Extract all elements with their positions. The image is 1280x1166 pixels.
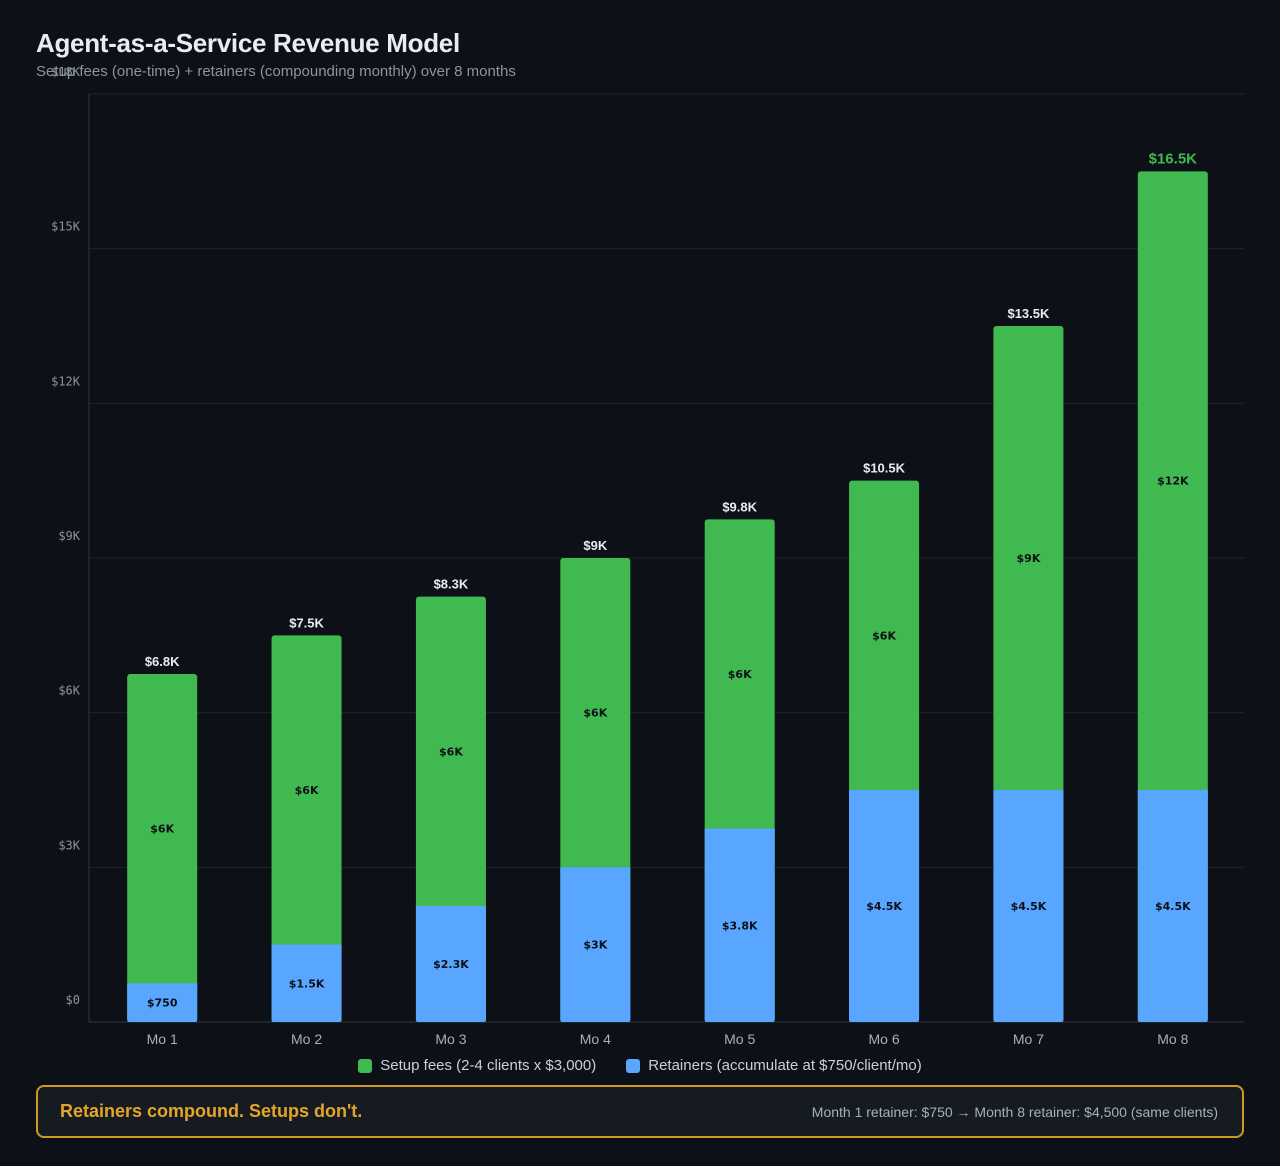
x-tick-label: Mo 1	[147, 1031, 178, 1047]
chart-subtitle: Setup fees (one-time) + retainers (compo…	[36, 63, 516, 80]
segment-label-retainer: $1.5K	[289, 977, 325, 990]
legend-item-retainers: Retainers (accumulate at $750/client/mo)	[626, 1057, 922, 1074]
segment-label-retainer: $3K	[583, 939, 607, 952]
x-tick-label: Mo 7	[1013, 1031, 1044, 1047]
segment-label-setup: $6K	[150, 823, 174, 836]
total-label: $6.8K	[145, 654, 180, 669]
segment-label-setup: $6K	[872, 629, 896, 642]
bar-retainers-edge	[993, 790, 1064, 794]
chart-legend: Setup fees (2-4 clients x $3,000) Retain…	[0, 1057, 1280, 1074]
total-label: $10.5K	[863, 461, 906, 476]
x-tick-label: Mo 2	[291, 1031, 322, 1047]
x-tick-label: Mo 8	[1157, 1031, 1188, 1047]
revenue-chart: $0 $3K $6K $9K $12K $15K $18K $6K $750 $6.8K Mo 1 $…	[51, 65, 1244, 1047]
legend-label-retainers: Retainers (accumulate at $750/client/mo)	[648, 1057, 922, 1074]
y-tick-label: $18K	[51, 65, 81, 79]
legend-swatch-setup-fees	[358, 1058, 373, 1073]
legend-label-setup-fees: Setup fees (2-4 clients x $3,000)	[380, 1057, 597, 1074]
segment-label-setup: $12K	[1157, 475, 1189, 488]
bar-retainers-edge	[1137, 790, 1208, 794]
segment-label-setup: $6K	[295, 784, 319, 797]
total-label: $9K	[583, 538, 607, 553]
bar-retainers	[560, 867, 631, 1022]
segment-label-setup: $6K	[583, 707, 607, 720]
bar-retainers	[415, 906, 486, 1022]
y-tick-label: $15K	[51, 220, 81, 234]
y-tick-label: $0	[66, 993, 80, 1007]
bar-retainers-edge	[560, 867, 631, 872]
bar-retainers	[993, 790, 1064, 1022]
bar-retainers-edge	[704, 828, 775, 833]
bar-retainers-edge	[849, 790, 920, 794]
y-tick-label: $3K	[58, 838, 80, 852]
callout-detail: Month 1 retainer: $750 → Month 8 retaine…	[811, 1103, 1218, 1120]
bar-retainers	[1137, 790, 1208, 1022]
x-tick-label: Mo 4	[580, 1031, 611, 1047]
bar-retainers	[704, 828, 775, 1022]
bar-retainers-edge	[127, 983, 198, 988]
bar-retainers-edge	[271, 944, 342, 949]
total-label: $13.5K	[1007, 306, 1050, 321]
segment-label-setup: $6K	[728, 668, 752, 681]
y-tick-label: $6K	[58, 684, 80, 698]
total-label: $7.5K	[289, 615, 324, 630]
insight-callout: Retainers compound. Setups don't. Month …	[36, 1085, 1244, 1138]
bar-retainers-edge	[415, 906, 486, 910]
segment-label-retainer: $2.3K	[433, 958, 469, 971]
legend-swatch-retainers	[626, 1058, 641, 1073]
x-tick-label: Mo 5	[724, 1031, 755, 1047]
x-tick-label: Mo 6	[869, 1031, 900, 1047]
y-tick-label: $12K	[51, 374, 81, 388]
total-label: $9.8K	[722, 499, 757, 514]
legend-item-setup-fees: Setup fees (2-4 clients x $3,000)	[358, 1057, 596, 1074]
bar-setup-fees	[271, 635, 342, 1022]
segment-label-retainer: $750	[147, 997, 178, 1010]
segment-label-retainer: $4.5K	[1011, 900, 1047, 913]
chart-title: Agent-as-a-Service Revenue Model	[36, 28, 460, 58]
segment-label-retainer: $4.5K	[866, 900, 902, 913]
total-label: $8.3K	[434, 577, 469, 592]
total-label: $16.5K	[1149, 150, 1198, 167]
segment-label-retainer: $4.5K	[1155, 900, 1191, 913]
callout-headline: Retainers compound. Setups don't.	[60, 1101, 363, 1121]
y-tick-label: $9K	[58, 529, 80, 543]
bar-retainers	[127, 983, 198, 1022]
bar-retainers	[271, 944, 342, 1022]
bar-setup-fees	[127, 674, 198, 1022]
bar-retainers	[849, 790, 920, 1022]
segment-label-retainer: $3.8K	[722, 919, 758, 932]
x-tick-label: Mo 3	[435, 1031, 466, 1047]
segment-label-setup: $6K	[439, 745, 463, 758]
segment-label-setup: $9K	[1017, 552, 1041, 565]
